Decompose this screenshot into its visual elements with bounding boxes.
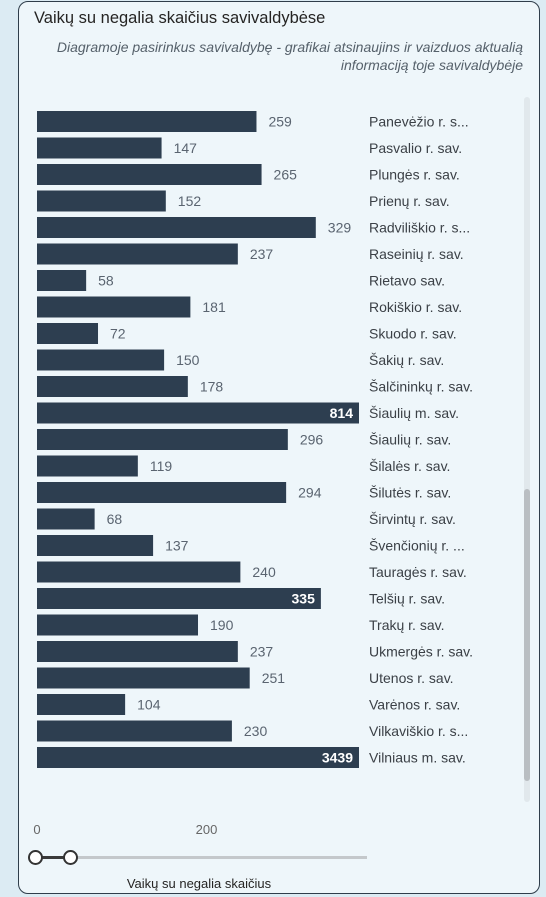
category-label: Plungės r. sav. bbox=[369, 167, 460, 183]
data-label: 329 bbox=[328, 220, 352, 236]
chart-subtitle: Diagramoje pasirinkus savivaldybę - graf… bbox=[56, 39, 523, 73]
zoom-slider-start-handle[interactable] bbox=[28, 850, 43, 865]
category-label: Utenos r. sav. bbox=[369, 670, 454, 686]
category-label: Vilniaus m. sav. bbox=[369, 750, 466, 766]
x-tick-label: 200 bbox=[196, 822, 218, 837]
category-label: Vilkaviškio r. s... bbox=[369, 723, 468, 739]
chart-title: Vaikų su negalia skaičius savivaldybėse bbox=[34, 9, 326, 27]
bar[interactable] bbox=[37, 217, 316, 238]
chart-card: Vaikų su negalia skaičius savivaldybėse … bbox=[18, 1, 540, 894]
bar[interactable] bbox=[37, 561, 241, 583]
data-label: 237 bbox=[250, 644, 274, 660]
x-tick-label: 0 bbox=[33, 822, 40, 837]
bar[interactable] bbox=[37, 720, 232, 742]
bar[interactable] bbox=[37, 376, 188, 397]
category-label: Švenčionių r. ... bbox=[369, 538, 465, 554]
bar[interactable] bbox=[37, 190, 166, 212]
category-label: Raseinių r. sav. bbox=[369, 246, 464, 262]
category-label: Skuodo r. sav. bbox=[369, 326, 457, 342]
data-label: 3439 bbox=[322, 750, 353, 766]
bar[interactable] bbox=[37, 535, 154, 556]
category-label: Prienų r. sav. bbox=[369, 193, 450, 209]
category-label: Radviliškio r. s... bbox=[369, 220, 470, 236]
bar[interactable] bbox=[37, 694, 126, 715]
bar-chart-plot[interactable]: 259 Panevėžio r. s... 147 Pasvalio r. sav. 2… bbox=[19, 2, 540, 894]
data-label: 190 bbox=[210, 617, 234, 633]
category-label: Rokiškio r. sav. bbox=[369, 299, 462, 315]
category-label: Panevėžio r. s... bbox=[369, 114, 469, 130]
zoom-slider-end-handle[interactable] bbox=[63, 850, 78, 865]
x-axis-label: Vaikų su negalia skaičius bbox=[126, 876, 272, 891]
vertical-scrollbar[interactable] bbox=[524, 97, 530, 802]
zoom-slider-range bbox=[39, 856, 69, 859]
data-label: 240 bbox=[252, 564, 276, 580]
bar[interactable] bbox=[37, 164, 262, 185]
bar[interactable] bbox=[37, 323, 99, 344]
category-label: Širvintų r. sav. bbox=[369, 511, 456, 527]
bar[interactable] bbox=[37, 111, 257, 132]
data-label: 147 bbox=[174, 140, 198, 156]
data-label: 259 bbox=[268, 114, 292, 130]
data-label: 265 bbox=[274, 167, 298, 183]
data-label: 72 bbox=[110, 326, 126, 342]
data-label: 68 bbox=[107, 511, 123, 527]
data-label: 335 bbox=[292, 591, 316, 607]
bar[interactable] bbox=[37, 296, 191, 318]
data-label: 178 bbox=[200, 379, 224, 395]
data-label: 181 bbox=[202, 299, 226, 315]
data-label: 58 bbox=[98, 273, 114, 289]
category-label: Pasvalio r. sav. bbox=[369, 140, 462, 156]
category-label: Telšių r. sav. bbox=[369, 591, 445, 607]
data-label: 294 bbox=[298, 485, 322, 501]
category-label: Šiaulių m. sav. bbox=[369, 405, 459, 421]
scrollbar-thumb[interactable] bbox=[524, 489, 530, 781]
bar[interactable] bbox=[37, 349, 165, 371]
bar[interactable] bbox=[37, 243, 238, 265]
bar[interactable] bbox=[37, 482, 287, 503]
data-label: 296 bbox=[300, 432, 324, 448]
data-label: 230 bbox=[244, 723, 268, 739]
category-label: Varėnos r. sav. bbox=[369, 697, 460, 713]
data-label: 119 bbox=[150, 458, 173, 474]
data-label: 251 bbox=[262, 670, 286, 686]
bar[interactable] bbox=[37, 747, 359, 768]
bar[interactable] bbox=[37, 614, 199, 636]
category-label: Šalčininkų r. sav. bbox=[369, 379, 473, 395]
category-label: Rietavo sav. bbox=[369, 273, 445, 289]
data-label: 237 bbox=[250, 246, 274, 262]
bar[interactable] bbox=[37, 667, 250, 689]
bar[interactable] bbox=[37, 429, 288, 450]
bar[interactable] bbox=[37, 455, 138, 477]
category-label: Šiaulių r. sav. bbox=[369, 432, 451, 448]
category-label: Šilutės r. sav. bbox=[369, 485, 451, 501]
category-label: Tauragės r. sav. bbox=[369, 564, 467, 580]
bar[interactable] bbox=[37, 641, 238, 662]
category-label: Trakų r. sav. bbox=[369, 617, 444, 633]
bar[interactable] bbox=[37, 270, 87, 291]
bar[interactable] bbox=[37, 137, 162, 159]
data-label: 150 bbox=[176, 352, 200, 368]
category-label: Šilalės r. sav. bbox=[369, 458, 450, 474]
bar[interactable] bbox=[37, 402, 359, 424]
category-label: Ukmergės r. sav. bbox=[369, 644, 473, 660]
category-label: Šakių r. sav. bbox=[369, 352, 444, 368]
zoom-slider-track[interactable] bbox=[39, 856, 367, 859]
data-label: 104 bbox=[137, 697, 161, 713]
data-label: 137 bbox=[165, 538, 189, 554]
data-label: 152 bbox=[178, 193, 202, 209]
bar[interactable] bbox=[37, 588, 321, 609]
data-label: 814 bbox=[330, 405, 354, 421]
bar[interactable] bbox=[37, 508, 95, 530]
